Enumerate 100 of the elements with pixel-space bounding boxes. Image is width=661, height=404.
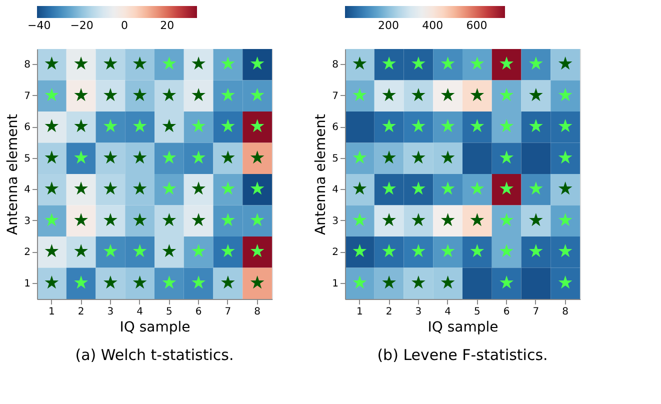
data-label: ★ xyxy=(498,54,515,75)
data-label: ★ xyxy=(469,116,486,138)
x-axis-title: IQ sample xyxy=(428,320,498,336)
data-label: ★ xyxy=(410,54,427,75)
data-label: ★ xyxy=(190,54,207,75)
y-tick-label: 7 xyxy=(24,90,30,102)
data-label: ★ xyxy=(352,241,368,262)
y-axis-title: Antenna element xyxy=(313,113,330,236)
data-label: ★ xyxy=(249,272,266,294)
text: (a) Welch t-statistics. xyxy=(75,346,234,364)
x-tick-label: 8 xyxy=(562,306,568,318)
data-label: ★ xyxy=(44,272,60,294)
data-label: ★ xyxy=(528,116,544,138)
data-label: ★ xyxy=(498,147,515,168)
data-label: ★ xyxy=(498,178,515,200)
data-label: ★ xyxy=(380,54,398,75)
color-bar-label: 600 xyxy=(466,19,488,32)
data-label: ★ xyxy=(190,241,207,262)
data-label: ★ xyxy=(220,210,236,231)
x-tick-label: 3 xyxy=(107,306,114,318)
data-label: ★ xyxy=(220,116,236,138)
data-label: ★ xyxy=(528,178,544,200)
x-tick-label: 5 xyxy=(474,306,480,318)
data-label: ★ xyxy=(410,241,427,262)
data-label: ★ xyxy=(132,84,148,106)
color-bar-label: −40 xyxy=(28,19,51,32)
x-tick-label: 7 xyxy=(532,306,540,318)
y-tick-label: 8 xyxy=(332,60,338,71)
data-label: ★ xyxy=(249,147,266,168)
data-label: ★ xyxy=(132,178,148,200)
data-label: ★ xyxy=(132,54,148,75)
data-label: ★ xyxy=(72,116,90,138)
data-label: ★ xyxy=(440,210,456,231)
data-label: ★ xyxy=(380,84,398,106)
data-label: ★ xyxy=(249,116,266,138)
data-label: ★ xyxy=(44,84,60,106)
data-label: ★ xyxy=(44,147,60,168)
data-label: ★ xyxy=(557,54,574,75)
data-label: ★ xyxy=(498,272,515,294)
data-label: ★ xyxy=(440,178,456,200)
data-label: ★ xyxy=(132,147,148,168)
data-label: ★ xyxy=(44,54,60,75)
x-tick-label: 4 xyxy=(136,306,143,318)
data-label: ★ xyxy=(102,147,119,168)
data-label: ★ xyxy=(380,210,398,231)
y-tick-label: 6 xyxy=(332,122,338,134)
y-tick-label: 5 xyxy=(332,153,338,164)
data-label: ★ xyxy=(528,84,544,106)
x-tick-label: 1 xyxy=(48,306,55,318)
y-axis-title: Antenna element xyxy=(5,113,22,236)
data-label: ★ xyxy=(440,241,456,262)
data-label: ★ xyxy=(557,116,574,138)
data-label: ★ xyxy=(102,241,119,262)
data-label: ★ xyxy=(469,241,486,262)
data-label: ★ xyxy=(190,210,207,231)
data-label: ★ xyxy=(557,178,574,200)
data-label: ★ xyxy=(72,147,90,168)
x-tick-label: 6 xyxy=(195,306,202,318)
data-label: ★ xyxy=(380,147,398,168)
data-label: ★ xyxy=(161,147,178,168)
data-label: ★ xyxy=(557,84,574,106)
data-label: ★ xyxy=(440,54,456,75)
y-tick-label: 4 xyxy=(24,184,30,196)
data-label: ★ xyxy=(352,54,368,75)
data-label: ★ xyxy=(44,210,60,231)
x-tick-label: 7 xyxy=(224,306,232,318)
data-label: ★ xyxy=(161,210,178,231)
x-tick-label: 1 xyxy=(356,306,363,318)
data-label: ★ xyxy=(410,210,427,231)
data-label: ★ xyxy=(161,84,178,106)
data-label: ★ xyxy=(102,54,119,75)
x-tick-label: 3 xyxy=(415,306,422,318)
data-label: ★ xyxy=(352,210,368,231)
data-label: ★ xyxy=(410,116,427,138)
data-label: ★ xyxy=(44,116,60,138)
data-label: ★ xyxy=(469,54,486,75)
data-label: ★ xyxy=(190,178,207,200)
data-label: ★ xyxy=(132,272,148,294)
x-axis-title: IQ sample xyxy=(120,320,190,336)
data-label: ★ xyxy=(161,54,178,75)
data-label: ★ xyxy=(557,272,574,294)
data-label: ★ xyxy=(72,210,90,231)
data-label: ★ xyxy=(220,178,236,200)
data-label: ★ xyxy=(380,178,398,200)
data-label: ★ xyxy=(72,54,90,75)
data-label: ★ xyxy=(132,210,148,231)
data-label: ★ xyxy=(190,272,207,294)
data-label: ★ xyxy=(380,241,398,262)
data-label: ★ xyxy=(498,84,515,106)
data-label: ★ xyxy=(249,54,266,75)
y-tick-label: 6 xyxy=(24,122,30,134)
data-label: ★ xyxy=(72,241,90,262)
color-bar-label: 20 xyxy=(160,19,174,32)
data-label: ★ xyxy=(410,84,427,106)
data-label: ★ xyxy=(469,178,486,200)
data-label: ★ xyxy=(220,147,236,168)
data-label: ★ xyxy=(161,116,178,138)
y-tick-label: 7 xyxy=(332,90,338,102)
data-label: ★ xyxy=(249,241,266,262)
data-label: ★ xyxy=(410,147,427,168)
